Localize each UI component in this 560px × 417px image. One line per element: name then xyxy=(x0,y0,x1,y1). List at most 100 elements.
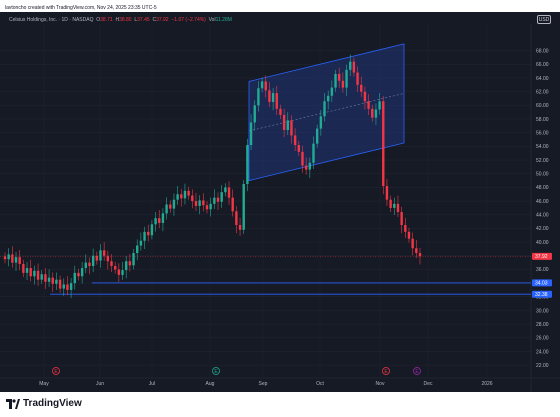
candle-body[interactable] xyxy=(172,199,176,209)
candle-body[interactable] xyxy=(264,81,267,91)
candle-body[interactable] xyxy=(290,120,293,136)
candle-body[interactable] xyxy=(371,108,374,118)
candle-body[interactable] xyxy=(268,90,271,102)
candle-body[interactable] xyxy=(260,81,264,89)
candle-body[interactable] xyxy=(341,80,345,88)
event-marker-icon[interactable] xyxy=(52,367,60,375)
candle-body[interactable] xyxy=(378,101,381,110)
candle-body[interactable] xyxy=(220,192,223,202)
candle-body[interactable] xyxy=(44,274,47,282)
candle-body[interactable] xyxy=(360,84,363,92)
candle-body[interactable] xyxy=(308,162,312,170)
candle-body[interactable] xyxy=(253,105,256,123)
candle-body[interactable] xyxy=(95,255,99,261)
candle-body[interactable] xyxy=(132,253,135,266)
candle-body[interactable] xyxy=(411,238,414,249)
candle-body[interactable] xyxy=(77,272,80,277)
candle-body[interactable] xyxy=(3,256,7,260)
candle-body[interactable] xyxy=(257,88,260,106)
tradingview-brand[interactable]: TradingView xyxy=(6,398,82,409)
event-marker-icon[interactable] xyxy=(413,367,421,375)
candle-body[interactable] xyxy=(216,197,220,202)
candle-body[interactable] xyxy=(80,268,84,277)
candle-body[interactable] xyxy=(33,270,36,277)
candle-body[interactable] xyxy=(389,199,392,208)
candle-body[interactable] xyxy=(11,254,14,263)
candle-body[interactable] xyxy=(69,283,73,290)
candle-body[interactable] xyxy=(165,204,168,214)
candle-body[interactable] xyxy=(84,262,87,269)
candle-body[interactable] xyxy=(117,269,121,275)
parallel-channel[interactable] xyxy=(248,43,405,182)
candle-body[interactable] xyxy=(334,73,337,88)
candle-body[interactable] xyxy=(66,284,69,290)
candle-body[interactable] xyxy=(124,261,128,271)
candle-body[interactable] xyxy=(183,190,187,199)
candle-body[interactable] xyxy=(110,261,113,267)
candle-body[interactable] xyxy=(176,194,179,200)
candle-body[interactable] xyxy=(191,195,194,202)
candle-body[interactable] xyxy=(319,116,323,129)
candle-body[interactable] xyxy=(202,200,205,206)
candle-body[interactable] xyxy=(345,69,348,88)
candle-body[interactable] xyxy=(198,200,201,206)
candle-body[interactable] xyxy=(213,197,216,204)
candle-body[interactable] xyxy=(301,151,304,166)
candle-body[interactable] xyxy=(58,279,62,289)
candle-body[interactable] xyxy=(363,91,367,102)
candle-body[interactable] xyxy=(312,143,315,163)
candle-body[interactable] xyxy=(62,284,65,289)
candle-body[interactable] xyxy=(338,73,341,81)
candle-body[interactable] xyxy=(246,145,249,184)
candle-body[interactable] xyxy=(393,203,396,208)
candle-body[interactable] xyxy=(271,93,275,102)
candle-body[interactable] xyxy=(396,203,400,213)
price-chart[interactable]: 68.00 66.00 64.00 62.00 60.00 58.00 56.00 54.00… xyxy=(0,12,560,392)
candle-body[interactable] xyxy=(418,253,422,257)
candle-body[interactable] xyxy=(55,279,58,284)
candle-body[interactable] xyxy=(385,186,389,200)
candle-body[interactable] xyxy=(187,190,190,196)
candle-body[interactable] xyxy=(304,165,308,170)
candle-body[interactable] xyxy=(7,254,10,260)
candle-body[interactable] xyxy=(29,268,32,277)
candle-body[interactable] xyxy=(113,266,117,270)
candle-body[interactable] xyxy=(227,187,231,198)
candle-body[interactable] xyxy=(407,231,411,239)
candle-body[interactable] xyxy=(209,203,212,210)
candle-body[interactable] xyxy=(382,101,385,187)
candle-body[interactable] xyxy=(180,194,183,199)
candle-body[interactable] xyxy=(315,128,319,144)
candle-body[interactable] xyxy=(143,231,146,241)
candle-body[interactable] xyxy=(404,225,407,232)
candle-body[interactable] xyxy=(374,109,378,118)
candle-body[interactable] xyxy=(231,197,234,212)
candle-body[interactable] xyxy=(88,262,91,267)
currency-button[interactable]: USD xyxy=(537,15,551,24)
candle-body[interactable] xyxy=(323,101,326,117)
candle-body[interactable] xyxy=(238,225,242,230)
candle-body[interactable] xyxy=(279,108,282,115)
candle-body[interactable] xyxy=(235,211,238,226)
candle-body[interactable] xyxy=(40,274,43,280)
candle-body[interactable] xyxy=(169,204,172,209)
event-marker-icon[interactable] xyxy=(382,367,390,375)
candle-body[interactable] xyxy=(326,95,330,102)
candle-body[interactable] xyxy=(36,270,40,280)
candle-body[interactable] xyxy=(25,268,29,273)
candle-body[interactable] xyxy=(106,255,110,262)
candle-body[interactable] xyxy=(128,261,132,266)
candle-body[interactable] xyxy=(297,145,301,152)
candle-body[interactable] xyxy=(161,213,165,223)
candle-body[interactable] xyxy=(158,218,161,223)
candle-body[interactable] xyxy=(73,272,76,284)
chart-panel[interactable]: Celsius Holdings, Inc. · 1D · NASDAQ O38… xyxy=(0,12,560,392)
candle-body[interactable] xyxy=(242,183,245,230)
candle-body[interactable] xyxy=(154,218,157,225)
candle-body[interactable] xyxy=(352,61,356,73)
candle-body[interactable] xyxy=(249,122,253,146)
candle-body[interactable] xyxy=(293,135,297,146)
candle-body[interactable] xyxy=(47,277,51,282)
candle-body[interactable] xyxy=(194,201,198,206)
candle-body[interactable] xyxy=(275,93,278,109)
